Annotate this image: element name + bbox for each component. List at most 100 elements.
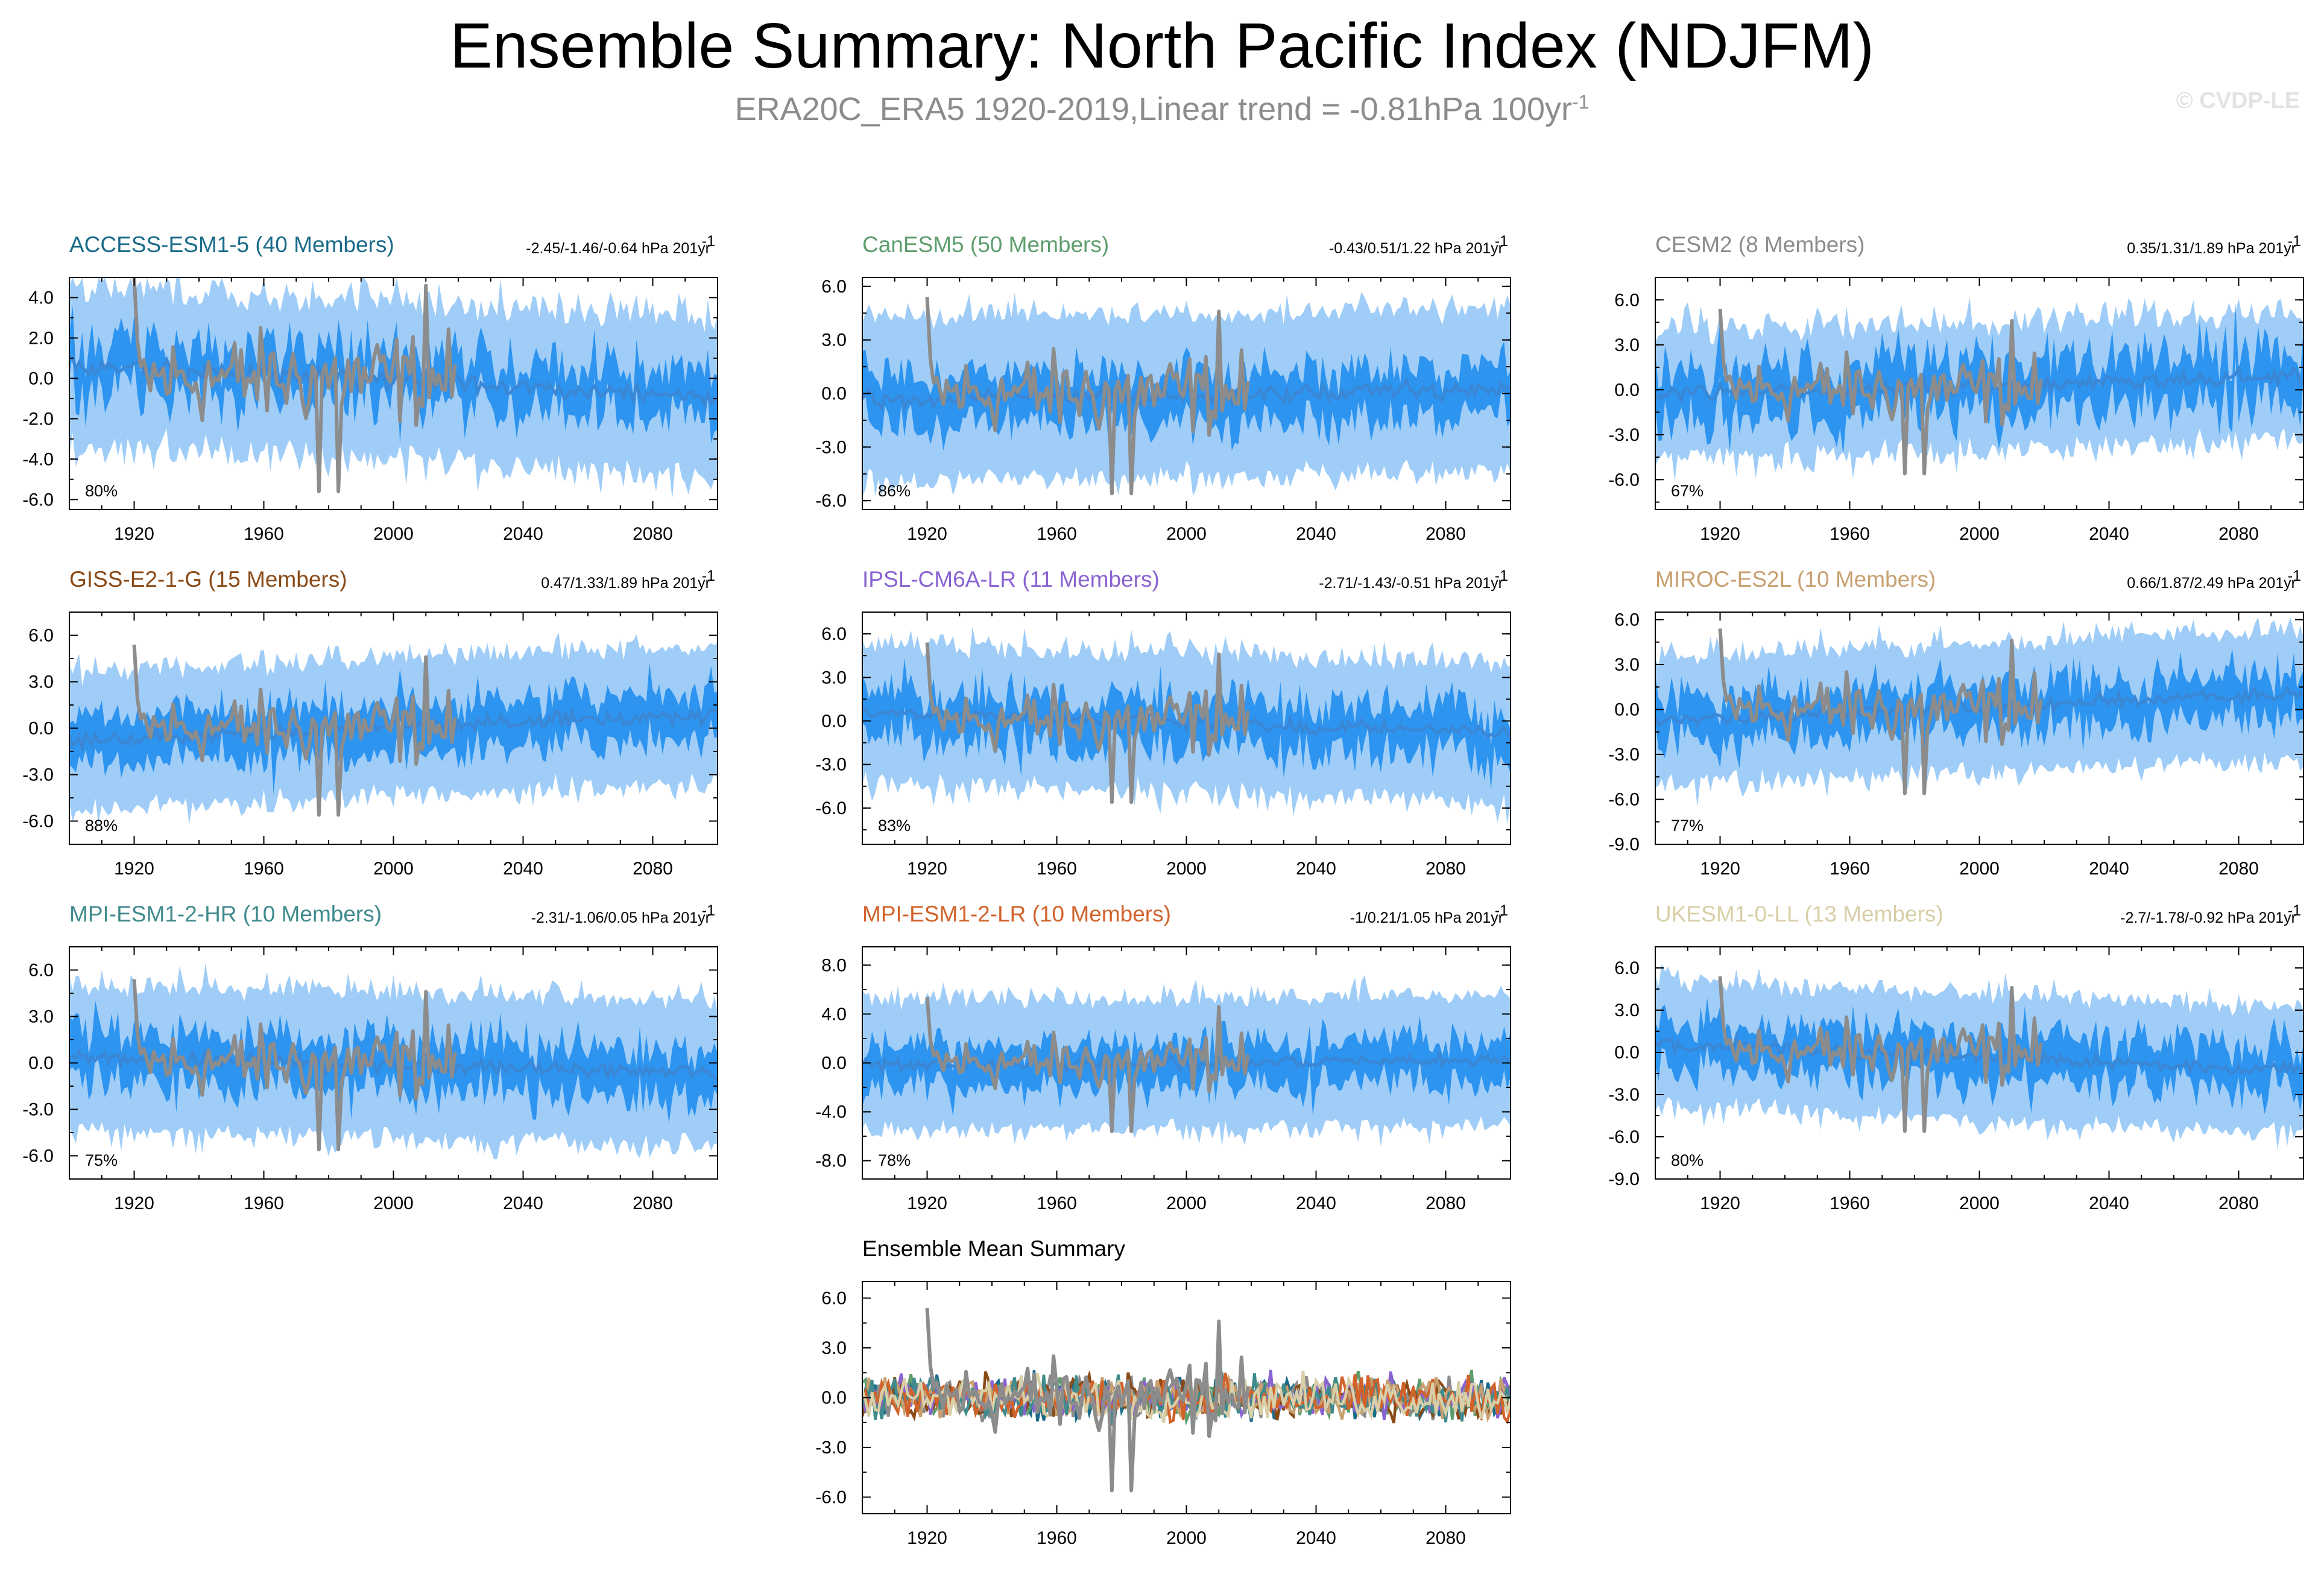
inner-spread-band bbox=[862, 341, 1511, 451]
x-tick-label: 2000 bbox=[1959, 859, 2000, 879]
x-tick-label: 2040 bbox=[503, 524, 543, 544]
percent-label: 78% bbox=[878, 1151, 911, 1169]
y-tick-label: 0.0 bbox=[28, 368, 54, 388]
panel-title: CESM2 (8 Members) bbox=[1655, 232, 1865, 257]
y-tick-label: -6.0 bbox=[815, 798, 847, 818]
x-tick-label: 1920 bbox=[114, 859, 154, 879]
y-tick-label: 6.0 bbox=[821, 1289, 847, 1309]
x-tick-label: 2040 bbox=[1296, 859, 1336, 879]
y-tick-label: -6.0 bbox=[22, 812, 54, 832]
panel-trend-sup: -1 bbox=[702, 567, 715, 584]
inner-spread-band bbox=[69, 305, 718, 444]
subtitle-text: ERA20C_ERA5 1920-2019,Linear trend = -0.… bbox=[734, 91, 1572, 127]
y-tick-label: 3.0 bbox=[1614, 1000, 1640, 1020]
panel-trend-text: -1/0.21/1.05 hPa 201yr bbox=[1350, 909, 1503, 926]
x-tick-label: 1920 bbox=[907, 859, 947, 879]
panel-title: Ensemble Mean Summary bbox=[862, 1236, 1125, 1261]
x-tick-label: 2080 bbox=[1426, 859, 1466, 879]
x-tick-label: 2040 bbox=[2089, 859, 2129, 879]
panel-trend-sup: -1 bbox=[2288, 902, 2301, 919]
x-tick-label: 2080 bbox=[1426, 1528, 1466, 1548]
percent-label: 80% bbox=[85, 482, 118, 500]
outer-spread-band bbox=[69, 277, 718, 499]
y-tick-label: -3.0 bbox=[1608, 1085, 1640, 1105]
inner-spread-band bbox=[1655, 648, 2303, 768]
panel-4: GISS-E2-1-G (15 Members) 0.47/1.33/1.89 h… bbox=[22, 567, 718, 879]
x-tick-label: 1960 bbox=[1830, 859, 1870, 879]
x-tick-label: 2040 bbox=[1296, 524, 1336, 544]
y-tick-label: 6.0 bbox=[821, 277, 847, 297]
page-title: Ensemble Summary: North Pacific Index (N… bbox=[449, 10, 1875, 81]
y-tick-label: -2.0 bbox=[22, 409, 54, 429]
panel-trend-text: -2.31/-1.06/0.05 hPa 201yr bbox=[531, 909, 710, 926]
plot-area bbox=[69, 633, 718, 825]
x-tick-label: 2080 bbox=[1426, 1193, 1466, 1213]
y-tick-label: -3.0 bbox=[22, 765, 54, 785]
x-tick-label: 2000 bbox=[1959, 1193, 2000, 1213]
percent-label: 88% bbox=[85, 817, 118, 835]
observations-line bbox=[1718, 309, 2043, 476]
panel-title: ACCESS-ESM1-5 (40 Members) bbox=[69, 232, 394, 257]
panel-trend-sup: -1 bbox=[702, 233, 715, 250]
panel-trend-sup: -1 bbox=[1495, 567, 1508, 584]
panel-6: MIROC-ES2L (10 Members) 0.66/1.87/2.49 hP… bbox=[1608, 567, 2304, 879]
y-tick-label: 6.0 bbox=[1614, 290, 1640, 310]
x-tick-label: 2080 bbox=[2218, 524, 2259, 544]
x-tick-label: 2000 bbox=[1166, 1528, 1207, 1548]
y-tick-label: 2.0 bbox=[28, 328, 54, 348]
observations-line bbox=[132, 644, 457, 817]
percent-label: 67% bbox=[1671, 482, 1704, 500]
x-tick-label: 2000 bbox=[1166, 524, 1207, 544]
y-tick-label: -6.0 bbox=[815, 1488, 847, 1508]
y-tick-label: 3.0 bbox=[28, 672, 54, 692]
panel-title: UKESM1-0-LL (13 Members) bbox=[1655, 902, 1944, 926]
x-tick-label: 2040 bbox=[503, 1193, 543, 1213]
panel-trend-text: -2.7/-1.78/-0.92 hPa 201yr bbox=[2120, 909, 2296, 926]
x-tick-label: 1920 bbox=[114, 1193, 154, 1213]
plot-area bbox=[1655, 963, 2303, 1150]
panel-1: ACCESS-ESM1-5 (40 Members) -2.45/-1.46/-0… bbox=[22, 232, 718, 544]
x-tick-label: 1960 bbox=[1037, 1193, 1077, 1213]
x-tick-label: 1960 bbox=[1037, 859, 1077, 879]
panel-title: GISS-E2-1-G (15 Members) bbox=[69, 567, 347, 592]
x-tick-label: 2000 bbox=[373, 859, 414, 879]
panel-title: MIROC-ES2L (10 Members) bbox=[1655, 567, 1936, 592]
x-tick-label: 2000 bbox=[1166, 859, 1207, 879]
x-tick-label: 1920 bbox=[1700, 859, 1740, 879]
panel-trend-sup: -1 bbox=[1495, 233, 1508, 250]
y-tick-label: 4.0 bbox=[28, 288, 54, 308]
x-tick-label: 2040 bbox=[1296, 1193, 1336, 1213]
y-tick-label: 8.0 bbox=[821, 955, 847, 975]
observations-line bbox=[925, 642, 1250, 804]
y-tick-label: -6.0 bbox=[1608, 1127, 1640, 1147]
panel-2: CanESM5 (50 Members) -0.43/0.51/1.22 hPa … bbox=[815, 232, 1511, 544]
y-tick-label: 6.0 bbox=[821, 624, 847, 644]
x-tick-label: 2080 bbox=[2218, 1193, 2259, 1213]
x-tick-label: 1960 bbox=[244, 859, 284, 879]
y-tick-label: -6.0 bbox=[1608, 470, 1640, 490]
observations-line bbox=[132, 979, 457, 1152]
y-tick-label: -9.0 bbox=[1608, 835, 1640, 855]
panel-trend-text: -0.43/0.51/1.22 hPa 201yr bbox=[1329, 240, 1503, 257]
y-tick-label: -4.0 bbox=[22, 449, 54, 469]
panel-trend-sup: -1 bbox=[1495, 902, 1508, 919]
panel-trend-sup: -1 bbox=[2288, 233, 2301, 250]
observations-line bbox=[925, 297, 1250, 496]
x-tick-label: 1920 bbox=[907, 1193, 947, 1213]
observations-line bbox=[925, 1307, 1250, 1493]
y-tick-label: -3.0 bbox=[1608, 745, 1640, 765]
x-tick-label: 1920 bbox=[114, 524, 154, 544]
percent-label: 75% bbox=[85, 1151, 118, 1169]
x-tick-label: 1960 bbox=[1037, 1528, 1077, 1548]
page-subtitle: ERA20C_ERA5 1920-2019,Linear trend = -0.… bbox=[0, 90, 2324, 128]
y-tick-label: 0.0 bbox=[28, 719, 54, 739]
y-tick-label: 0.0 bbox=[1614, 1043, 1640, 1063]
observations-line bbox=[1718, 976, 2043, 1133]
y-tick-label: 3.0 bbox=[1614, 655, 1640, 675]
inner-spread-band bbox=[862, 658, 1511, 791]
y-tick-label: -3.0 bbox=[1608, 425, 1640, 445]
x-tick-label: 2080 bbox=[633, 1193, 673, 1213]
percent-label: 83% bbox=[878, 817, 911, 835]
x-tick-label: 2040 bbox=[1296, 1528, 1336, 1548]
y-tick-label: -8.0 bbox=[815, 1151, 847, 1171]
